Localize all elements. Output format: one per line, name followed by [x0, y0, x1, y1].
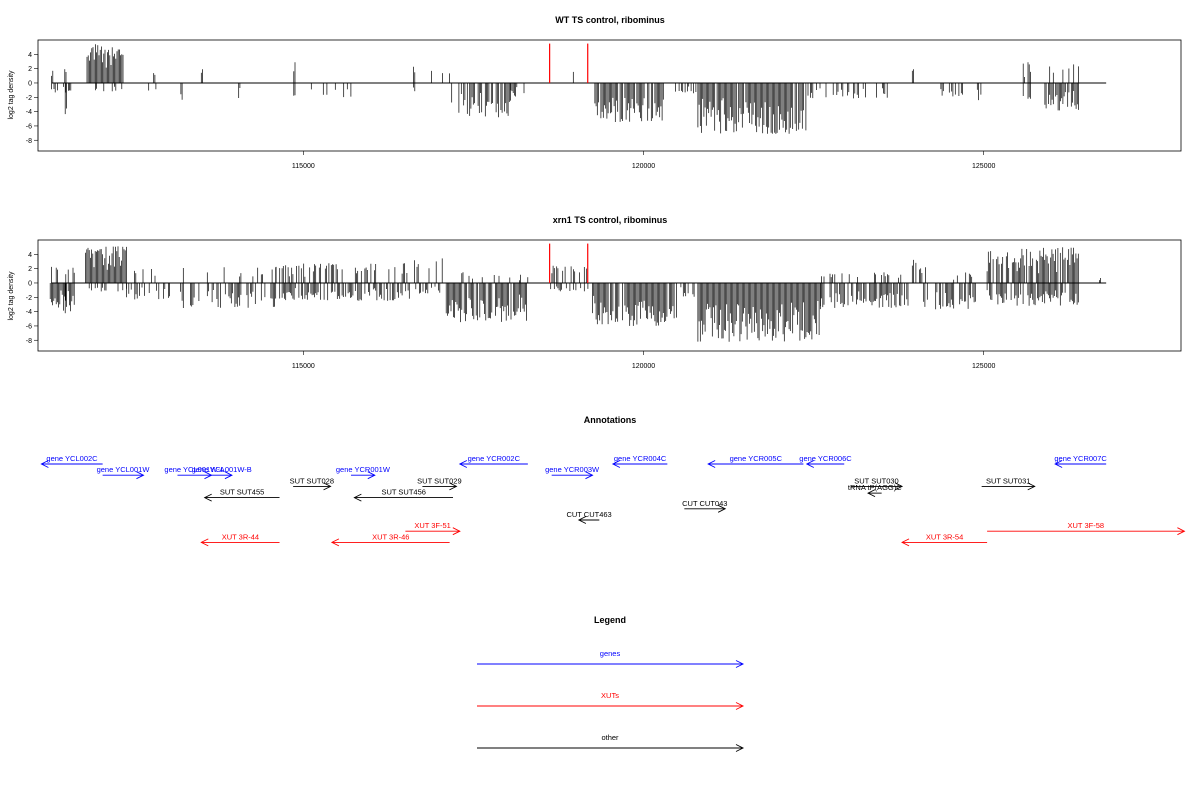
arrowhead — [577, 516, 587, 524]
arrowhead — [452, 527, 461, 536]
xrn1-panel-title: xrn1 TS control, ribominus — [553, 215, 668, 225]
legend-entries: genes XUTs other — [477, 649, 745, 752]
annotation-label: SUT SUT030 — [854, 476, 898, 485]
legend-label: XUTs — [601, 691, 619, 700]
arrowhead — [867, 489, 876, 498]
y-tick-label: -6 — [26, 123, 32, 130]
wt-y-axis: -8 -6 -4 -2 0 2 4 — [26, 52, 39, 145]
arrowhead — [204, 471, 213, 480]
y-tick-label: -8 — [26, 138, 32, 145]
wt-bars — [51, 44, 1107, 134]
legend-title: Legend — [594, 615, 626, 625]
xrn1-markers — [549, 243, 589, 283]
wt-x-axis: 115000 120000 125000 — [292, 151, 995, 170]
wt-markers — [549, 43, 589, 83]
annotation-label: gene YCR006C — [799, 454, 852, 463]
legend-label: genes — [600, 649, 621, 658]
x-tick-label: 115000 — [292, 363, 315, 370]
arrowhead — [585, 471, 594, 480]
arrowhead — [611, 460, 621, 468]
y-tick-label: 4 — [28, 52, 32, 59]
xrn1-plot-frame — [37, 239, 1182, 352]
annotation-label: CUT CUT463 — [566, 510, 611, 519]
legend-label: other — [601, 733, 619, 742]
y-tick-label: 4 — [28, 252, 32, 259]
arrowhead — [735, 744, 745, 752]
arrowhead — [735, 702, 745, 710]
arrowhead — [323, 482, 332, 491]
y-tick-label: 0 — [28, 80, 32, 87]
y-tick-label: -2 — [26, 95, 32, 102]
xrn1-y-axis-label: log2 tag density — [8, 271, 15, 321]
arrowhead — [894, 482, 904, 491]
annotation-label: gene YCL001W-A — [164, 465, 224, 474]
annotation-label: SUT SUT455 — [220, 488, 264, 497]
annotation-label: SUT SUT031 — [986, 476, 1030, 485]
annotation-label: XUT 3R-54 — [926, 532, 963, 541]
x-tick-label: 125000 — [972, 163, 995, 170]
annotation-label: gene YCR004C — [614, 454, 667, 463]
arrowhead — [136, 471, 145, 480]
annotation-label: gene YCR003W — [545, 465, 600, 474]
annotation-label: SUT SUT456 — [381, 488, 425, 497]
arrowhead — [1027, 482, 1036, 491]
xrn1-coverage-panel: xrn1 TS control, ribominus log2 tag dens… — [8, 215, 1182, 370]
annotation-label: gene YCL002C — [46, 454, 98, 463]
annotation-label: XUT 3F-51 — [414, 521, 451, 530]
annotation-label: XUT 3R-44 — [222, 532, 259, 541]
arrowhead — [330, 538, 340, 547]
annotation-label: gene YCL001W-B — [192, 465, 252, 474]
x-tick-label: 120000 — [632, 163, 655, 170]
y-tick-label: -2 — [26, 295, 32, 302]
annotations-title: Annotations — [584, 415, 637, 425]
y-tick-label: -4 — [26, 309, 32, 316]
xrn1-y-axis: -8 -6 -4 -2 0 2 4 — [26, 252, 39, 345]
arrowhead — [224, 471, 233, 480]
xrn1-bars — [49, 246, 1107, 342]
arrowhead — [203, 493, 212, 502]
annotation-label: gene YCR002C — [468, 454, 521, 463]
arrowhead — [901, 538, 910, 547]
annotation-label: gene YCR007C — [1054, 454, 1107, 463]
x-tick-label: 125000 — [972, 363, 995, 370]
arrowhead — [40, 460, 49, 468]
arrowhead — [449, 482, 458, 491]
annotation-label: XUT 3F-58 — [1068, 521, 1105, 530]
arrowhead — [717, 504, 727, 513]
arrowhead — [353, 493, 362, 502]
y-tick-label: 0 — [28, 280, 32, 287]
annotation-label: SUT SUT028 — [290, 476, 334, 485]
wt-coverage-panel: WT TS control, ribominus log2 tag densit… — [8, 15, 1182, 170]
arrowhead — [707, 460, 716, 468]
x-tick-label: 115000 — [292, 163, 315, 170]
annotation-label: SUT SUT029 — [417, 476, 461, 485]
annotation-label: gene YCR001W — [336, 465, 391, 474]
x-tick-label: 120000 — [632, 363, 655, 370]
arrowhead — [458, 460, 468, 468]
annotation-label: gene YCR005C — [730, 454, 783, 463]
y-tick-label: -4 — [26, 109, 32, 116]
legend: Legend genes XUTs other — [477, 615, 745, 752]
arrowhead — [200, 538, 209, 547]
arrowhead — [367, 471, 376, 480]
y-tick-label: -8 — [26, 338, 32, 345]
annotation-label: tRNA tP(AGG)C — [848, 483, 902, 492]
y-tick-label: -6 — [26, 323, 32, 330]
wt-panel-title: WT TS control, ribominus — [555, 15, 665, 25]
xrn1-x-axis: 115000 120000 125000 — [292, 351, 995, 370]
annotations-track: Annotations gene YCL002C gene YCL001W gene… — [40, 415, 1186, 547]
annotation-label: XUT 3R-46 — [372, 532, 409, 541]
annotation-label: CUT CUT043 — [682, 499, 727, 508]
arrowhead — [735, 660, 745, 668]
y-tick-label: 2 — [28, 66, 32, 73]
wt-y-axis-label: log2 tag density — [8, 70, 15, 120]
y-tick-label: 2 — [28, 266, 32, 273]
annotation-label: gene YCL001W — [97, 465, 151, 474]
arrowhead — [1177, 527, 1186, 536]
arrowhead — [805, 460, 815, 468]
arrowhead — [1054, 460, 1063, 468]
